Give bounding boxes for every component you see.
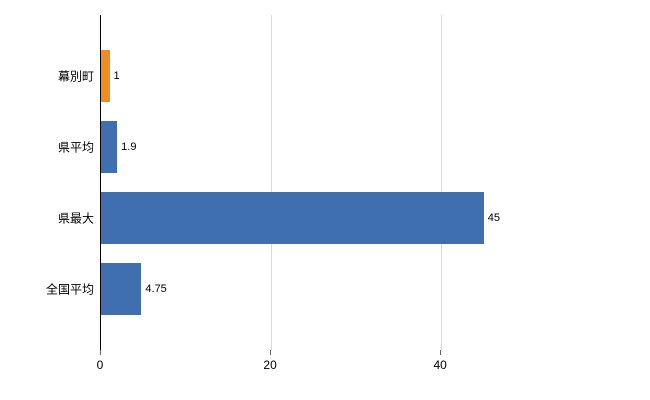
category-label: 県最大 (57, 211, 94, 226)
plot-area: 1 1.9 45 4.75 (100, 15, 556, 350)
value-label: 1.9 (121, 140, 137, 153)
x-tick-mark (270, 350, 272, 355)
value-label: 45 (487, 212, 500, 225)
category-label: 全国平均 (45, 282, 94, 297)
x-axis: 0 20 40 (96, 350, 555, 380)
value-label: 4.75 (145, 283, 167, 296)
x-tick-mark (100, 350, 101, 355)
gridline (271, 15, 273, 350)
bar-幕別町 (101, 49, 110, 102)
bars-container: 1 1.9 45 4.75 (101, 40, 556, 325)
bar-県平均 (101, 120, 118, 173)
x-tick-label: 40 (433, 358, 447, 372)
x-tick-label: 0 (96, 358, 104, 372)
bar-県最大 (101, 192, 484, 245)
gridline (441, 15, 443, 350)
category-label: 県平均 (57, 140, 94, 155)
x-tick-label: 20 (263, 358, 277, 372)
category-label: 幕別町 (57, 69, 94, 84)
value-label: 1 (113, 69, 120, 82)
category-axis: 幕別町県平均県最大全国平均 (0, 15, 94, 350)
bar-全国平均 (101, 263, 142, 316)
x-tick-mark (440, 350, 442, 355)
